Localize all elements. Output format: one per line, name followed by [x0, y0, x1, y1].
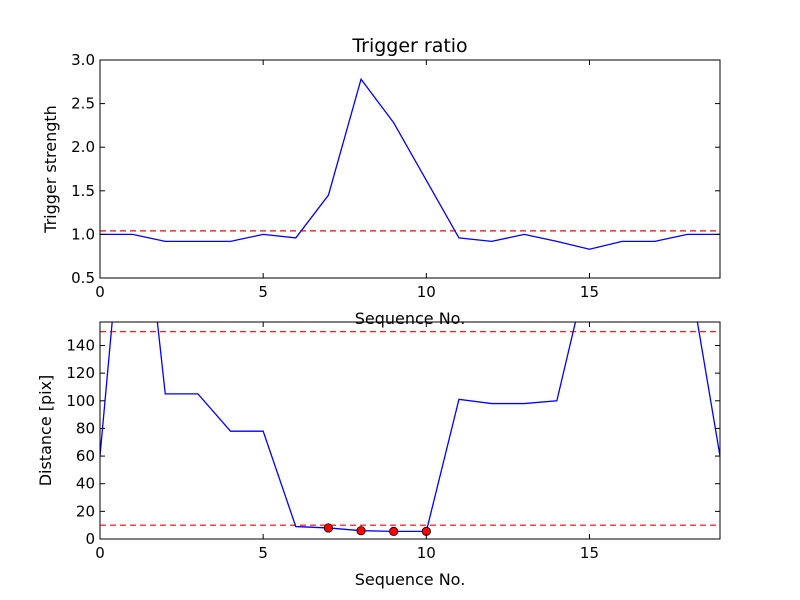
y-axis-label: Distance [pix] [36, 375, 55, 487]
y-tick-label: 1.5 [71, 182, 95, 200]
x-tick-label: 5 [258, 283, 268, 301]
y-axis-label: Trigger strength [41, 105, 60, 234]
top-plot-trigger-ratio: Trigger ratio 0 5 10 15 0.5 1.0 1.5 2.0 2.5 3.0 Seq… [41, 35, 721, 328]
y-tick-label: 60 [76, 447, 95, 465]
data-point-marker [323, 523, 334, 533]
y-tick-label: 120 [66, 364, 95, 382]
x-tick-label: 10 [417, 544, 436, 562]
x-axis-label: Sequence No. [355, 570, 466, 589]
y-tick-label: 40 [76, 475, 95, 493]
bottom-plot-distance: 0 5 10 15 0 20 40 60 80 100 120 140 Sequence No. Dist… [36, 321, 721, 589]
x-tick-label: 5 [258, 544, 268, 562]
y-tick-label: 0 [85, 530, 95, 548]
y-tick-label: 3.0 [71, 51, 95, 69]
x-axis-label: Sequence No. [355, 309, 466, 328]
y-tick-label: 2.5 [71, 95, 95, 113]
data-point-marker [389, 526, 399, 536]
y-tick-label: 80 [76, 419, 95, 437]
series-line [100, 77, 720, 250]
data-point-marker [356, 526, 366, 536]
y-tick-label: 1.0 [71, 225, 95, 243]
plot-frame [99, 59, 721, 279]
y-tick-label: 140 [66, 336, 95, 354]
x-tick-label: 0 [95, 544, 105, 562]
x-tick-label: 10 [417, 283, 436, 301]
x-tick-label: 0 [95, 283, 105, 301]
series-line [100, 322, 720, 533]
y-tick-label: 100 [66, 392, 95, 410]
plot-frame [99, 321, 721, 540]
x-tick-label: 15 [580, 544, 599, 562]
chart-title: Trigger ratio [351, 35, 467, 57]
y-tick-label: 0.5 [71, 269, 95, 287]
x-tick-label: 15 [580, 283, 599, 301]
y-tick-label: 20 [76, 502, 95, 520]
y-tick-label: 2.0 [71, 138, 95, 156]
